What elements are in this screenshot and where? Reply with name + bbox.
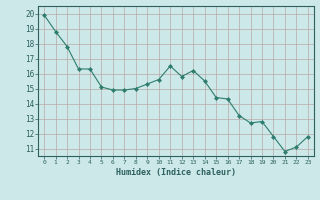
- X-axis label: Humidex (Indice chaleur): Humidex (Indice chaleur): [116, 168, 236, 177]
